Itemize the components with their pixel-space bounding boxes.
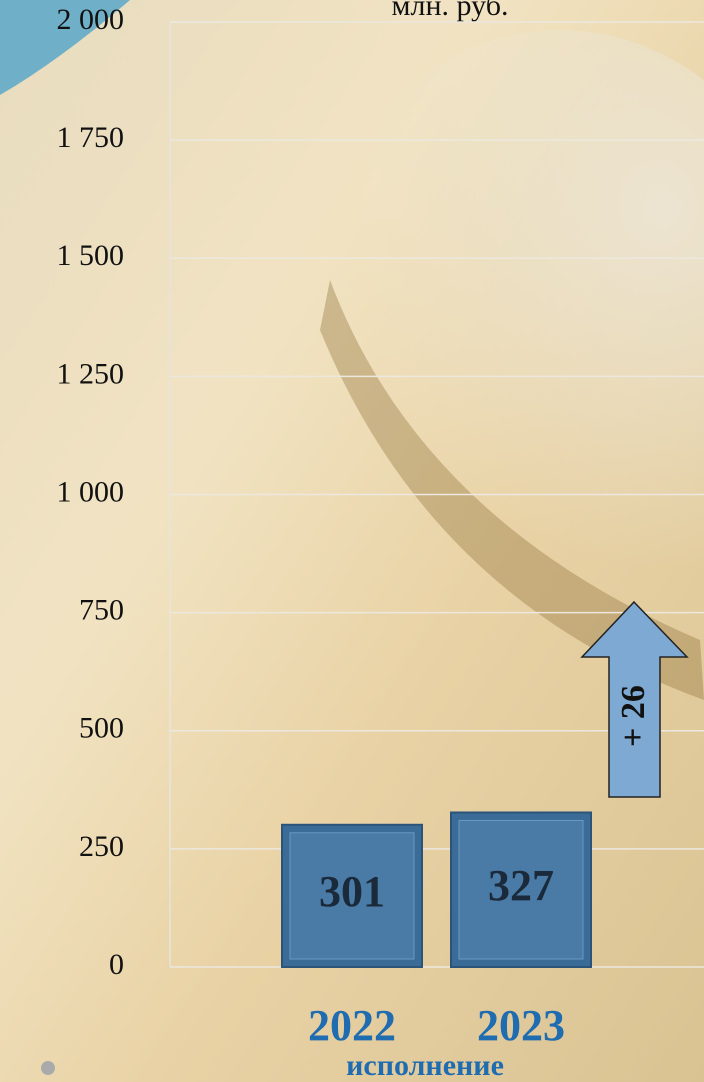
y-tick-label: 2 000 xyxy=(57,3,125,36)
x-tick-label: 2022 xyxy=(308,1001,396,1050)
y-tick-label: 750 xyxy=(79,594,124,627)
y-tick-label: 500 xyxy=(79,712,124,745)
x-axis-label: исполнение xyxy=(346,1049,504,1082)
bullet-decoration xyxy=(41,1061,55,1075)
value-label: 327 xyxy=(488,861,554,910)
annotation: + 26 xyxy=(615,685,652,747)
value-label: 301 xyxy=(319,867,385,916)
y-tick-label: 1 000 xyxy=(57,475,125,508)
change-arrow: + 26 xyxy=(580,600,689,798)
shadow-decoration xyxy=(320,280,704,700)
y-tick-label: 250 xyxy=(79,830,124,863)
coin-decoration xyxy=(300,30,704,630)
chart-title: млн. руб. xyxy=(392,0,509,22)
y-tick-label: 1 250 xyxy=(57,357,125,390)
bar-bevel xyxy=(458,819,584,960)
y-tick-label: 1 750 xyxy=(57,121,125,154)
arrow-shape xyxy=(580,600,689,798)
corner-decoration xyxy=(0,0,130,95)
bar-bevel xyxy=(289,832,415,960)
x-tick-label: 2023 xyxy=(477,1001,565,1050)
y-tick-label: 0 xyxy=(109,948,124,981)
y-tick-label: 1 500 xyxy=(57,239,125,272)
